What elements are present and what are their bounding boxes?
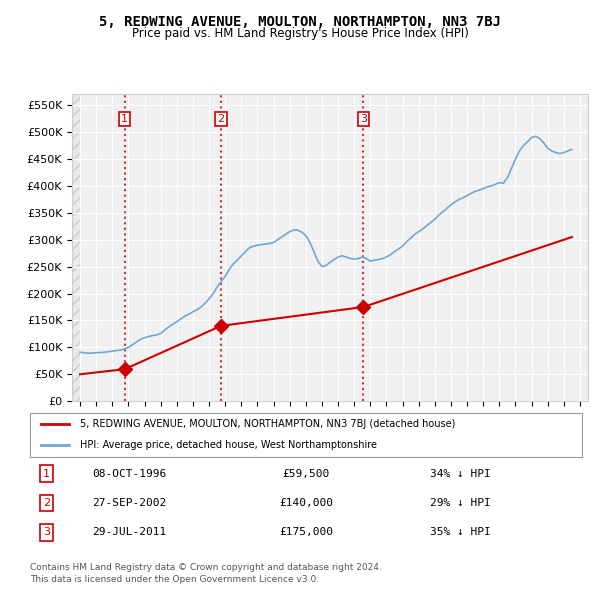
Text: 3: 3: [43, 527, 50, 537]
Text: 3: 3: [360, 114, 367, 124]
FancyBboxPatch shape: [30, 413, 582, 457]
Bar: [72, 94, 80, 401]
Text: £59,500: £59,500: [283, 468, 329, 478]
Text: 5, REDWING AVENUE, MOULTON, NORTHAMPTON, NN3 7BJ: 5, REDWING AVENUE, MOULTON, NORTHAMPTON,…: [99, 15, 501, 29]
Text: 1: 1: [121, 114, 128, 124]
Text: 35% ↓ HPI: 35% ↓ HPI: [430, 527, 491, 537]
Text: 27-SEP-2002: 27-SEP-2002: [92, 498, 166, 508]
Text: 34% ↓ HPI: 34% ↓ HPI: [430, 468, 491, 478]
Text: 1: 1: [43, 468, 50, 478]
Text: HPI: Average price, detached house, West Northamptonshire: HPI: Average price, detached house, West…: [80, 440, 377, 450]
Text: 2: 2: [217, 114, 224, 124]
Text: 5, REDWING AVENUE, MOULTON, NORTHAMPTON, NN3 7BJ (detached house): 5, REDWING AVENUE, MOULTON, NORTHAMPTON,…: [80, 419, 455, 429]
Text: 29-JUL-2011: 29-JUL-2011: [92, 527, 166, 537]
Text: £175,000: £175,000: [279, 527, 333, 537]
Text: 29% ↓ HPI: 29% ↓ HPI: [430, 498, 491, 508]
Text: 2: 2: [43, 498, 50, 508]
Text: This data is licensed under the Open Government Licence v3.0.: This data is licensed under the Open Gov…: [30, 575, 319, 584]
Text: 08-OCT-1996: 08-OCT-1996: [92, 468, 166, 478]
Text: £140,000: £140,000: [279, 498, 333, 508]
Text: Price paid vs. HM Land Registry's House Price Index (HPI): Price paid vs. HM Land Registry's House …: [131, 27, 469, 40]
Text: Contains HM Land Registry data © Crown copyright and database right 2024.: Contains HM Land Registry data © Crown c…: [30, 563, 382, 572]
